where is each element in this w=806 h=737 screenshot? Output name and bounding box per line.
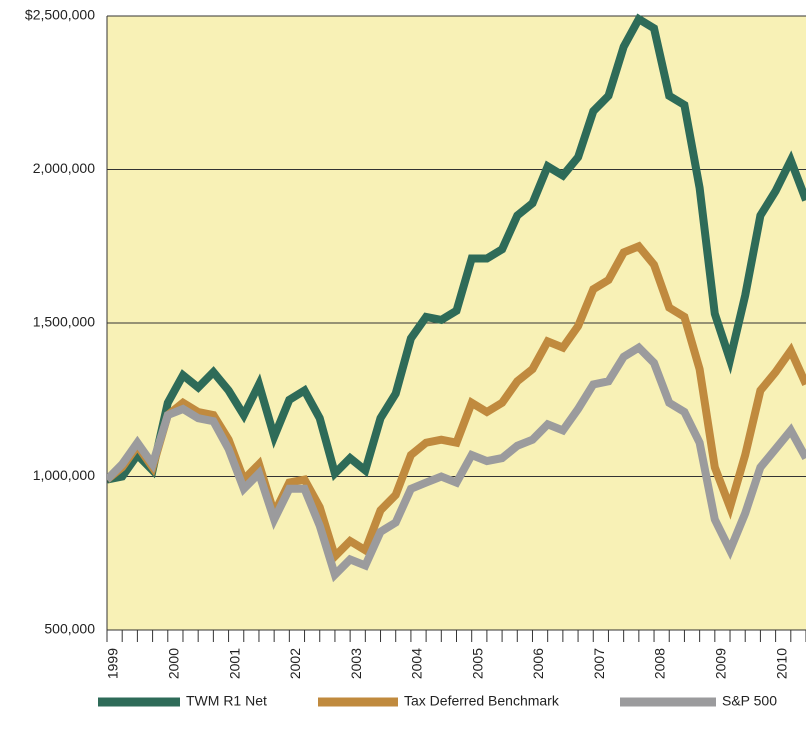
data-line [107, 342, 806, 583]
x-tick-label: 2006 [530, 648, 546, 679]
legend-label: TWM R1 Net [186, 693, 267, 709]
legend-label: S&P 500 [722, 693, 777, 709]
x-tick-label: 2009 [713, 648, 729, 679]
x-tick-label: 2003 [348, 648, 364, 679]
y-tick-label: 2,000,000 [33, 160, 95, 176]
x-tick-label: 2002 [287, 648, 303, 679]
y-tick-label: 500,000 [44, 621, 95, 637]
x-tick-label: 1999 [105, 648, 121, 679]
x-tick-label: 2010 [773, 648, 789, 679]
y-tick-label: $2,500,000 [25, 7, 95, 23]
y-tick-label: 1,500,000 [33, 314, 95, 330]
x-tick-label: 2004 [409, 648, 425, 679]
x-tick-label: 2005 [469, 648, 485, 679]
x-tick-label: 2008 [652, 648, 668, 679]
x-tick-label: 2007 [591, 648, 607, 679]
plot-lines [107, 13, 806, 583]
y-tick-label: 1,000,000 [33, 467, 95, 483]
x-tick-label: 2000 [165, 648, 181, 679]
legend-label: Tax Deferred Benchmark [404, 693, 560, 709]
data-line [107, 13, 806, 484]
x-tick-label: 2001 [226, 648, 242, 679]
